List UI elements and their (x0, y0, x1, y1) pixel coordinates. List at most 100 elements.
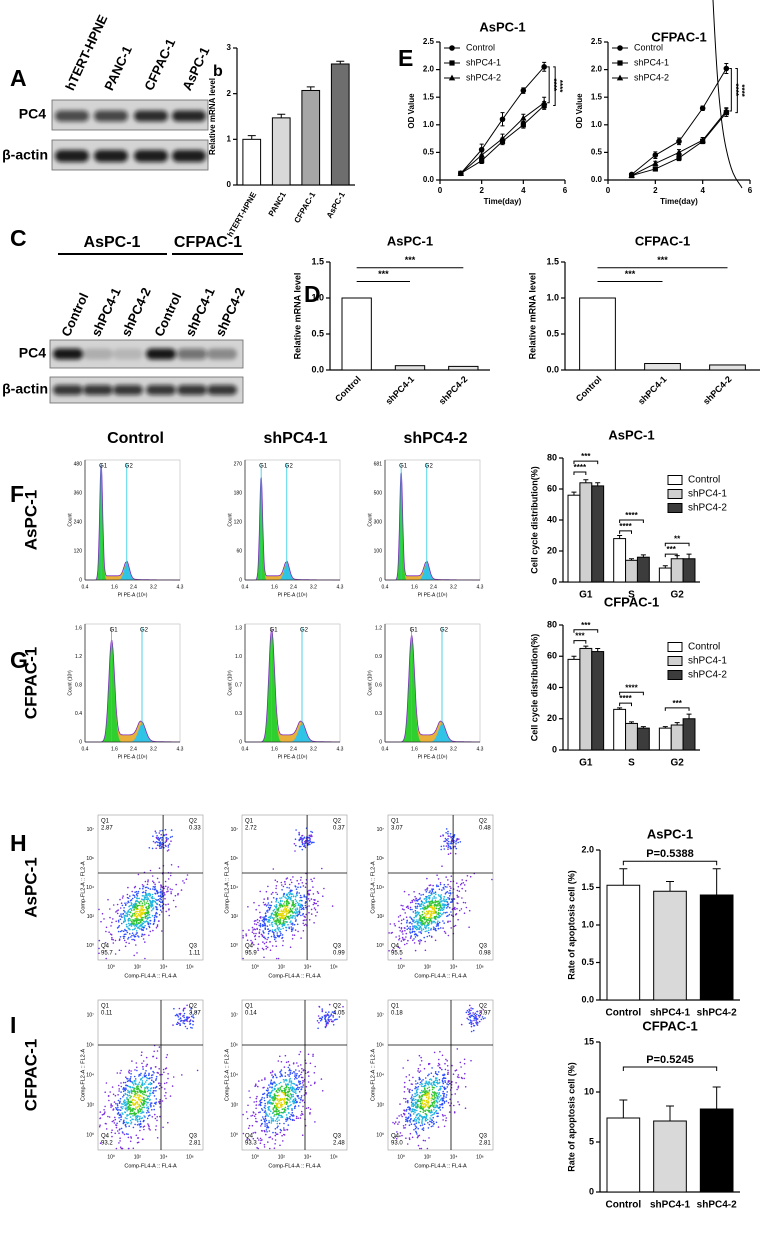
event-dot (279, 1128, 282, 1131)
point (457, 169, 465, 176)
event-dot (105, 957, 107, 960)
event-dot (418, 924, 420, 927)
event-dot (473, 1013, 476, 1016)
event-dot (454, 845, 457, 848)
event-dot (141, 922, 144, 924)
dotplot-frame (97, 814, 204, 961)
event-dot (420, 1060, 423, 1062)
event-dot (162, 1126, 164, 1129)
event-dot (403, 1081, 406, 1084)
event-dot (262, 925, 264, 927)
event-dot (461, 887, 464, 890)
event-dot (125, 1084, 127, 1086)
event-dot (443, 1097, 445, 1099)
event-dot (442, 834, 445, 837)
event-dot (271, 945, 274, 947)
event-dot (275, 940, 277, 943)
event-dot (164, 1088, 166, 1090)
event-dot (408, 1137, 411, 1139)
event-dot (284, 911, 286, 913)
event-dot (426, 1118, 429, 1121)
event-dot (267, 904, 269, 906)
event-dot (132, 1126, 135, 1129)
event-dot (441, 1099, 444, 1102)
event-dot (455, 840, 457, 843)
event-dot (393, 1122, 396, 1125)
event-dot (124, 904, 127, 906)
event-dot (141, 891, 144, 894)
event-dot (409, 901, 412, 904)
event-dot (398, 935, 401, 937)
event-dot (292, 927, 294, 929)
event-dot (428, 921, 431, 923)
event-dot (286, 915, 288, 918)
event-dot (428, 1093, 431, 1095)
y-tick-label: 0.5 (546, 328, 559, 338)
event-dot (110, 934, 113, 936)
event-dot (165, 885, 167, 888)
event-dot (143, 926, 145, 928)
event-dot (118, 1090, 120, 1092)
event-dot (141, 1090, 144, 1093)
event-dot (167, 844, 170, 847)
event-dot (156, 844, 159, 847)
event-dot (272, 1075, 275, 1078)
hist-y-tick-label: 1.2 (75, 654, 82, 660)
significance-label: **** (574, 463, 587, 472)
bar (242, 138, 262, 186)
hist-x-tick-label: 4.3 (477, 584, 484, 590)
event-dot (301, 907, 304, 910)
event-dot (422, 893, 425, 896)
event-dot (267, 1141, 269, 1143)
event-dot (415, 1130, 417, 1133)
event-dot (321, 1016, 324, 1019)
event-dot (453, 1104, 455, 1107)
event-dot (270, 1122, 273, 1124)
event-dot (414, 895, 416, 898)
event-dot (126, 931, 129, 934)
event-dot (141, 1082, 144, 1084)
event-dot (278, 1082, 281, 1085)
event-dot (449, 893, 452, 895)
event-dot (426, 1114, 428, 1117)
event-dot (320, 1018, 323, 1021)
event-dot (251, 926, 254, 929)
y-tick-label: 0.5 (423, 148, 435, 157)
event-dot (412, 928, 414, 930)
event-dot (394, 1136, 397, 1138)
event-dot (112, 939, 114, 941)
event-dot (418, 1115, 421, 1117)
event-dot (151, 1076, 153, 1079)
event-dot (480, 1018, 483, 1021)
event-dot (406, 928, 409, 931)
event-dot (474, 1012, 477, 1015)
event-dot (285, 1083, 287, 1085)
hist-y-tick-label: 300 (374, 519, 383, 525)
bar (625, 722, 638, 751)
event-dot (137, 918, 139, 920)
event-dot (437, 905, 439, 907)
event-dot (292, 1093, 294, 1096)
event-dot (447, 832, 449, 835)
event-dot (140, 907, 142, 909)
event-dot (434, 910, 436, 912)
event-dot (135, 919, 137, 922)
event-dot (422, 1107, 424, 1109)
event-dot (442, 1077, 445, 1079)
event-dot (419, 1064, 422, 1066)
quadrant-name: Q2 (479, 819, 488, 825)
event-dot (268, 1096, 271, 1098)
event-dot (148, 904, 151, 906)
y-tick-label: 1.5 (423, 92, 435, 101)
event-dot (159, 909, 162, 911)
event-dot (142, 934, 144, 936)
event-dot (288, 909, 291, 912)
event-dot (275, 1110, 278, 1113)
event-dot (419, 1102, 422, 1104)
y-tick-label: 20 (547, 545, 557, 555)
error-bar (686, 713, 692, 719)
event-dot (298, 831, 300, 834)
event-dot (466, 1017, 469, 1020)
event-dot (426, 1093, 429, 1096)
event-dot (144, 891, 147, 894)
